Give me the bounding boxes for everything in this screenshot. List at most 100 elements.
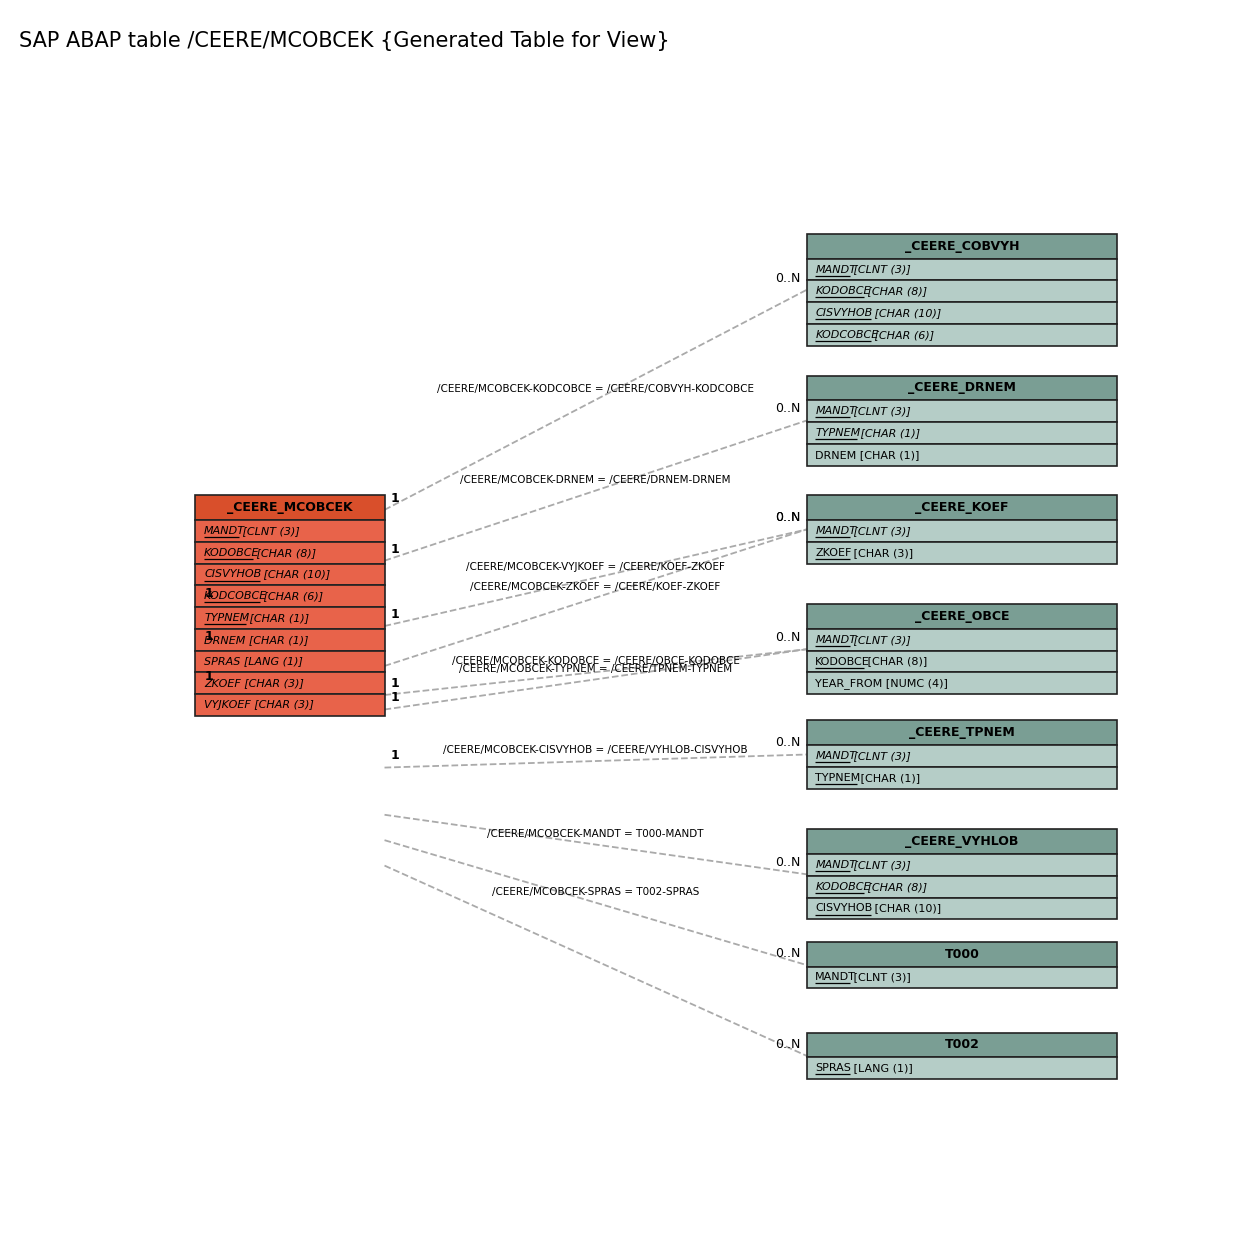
Text: ZKOEF: ZKOEF [815, 548, 851, 558]
Text: KODOBCE: KODOBCE [815, 882, 871, 892]
Text: MANDT: MANDT [815, 751, 856, 761]
Bar [806, 720, 1117, 745]
Text: MANDT: MANDT [204, 525, 245, 535]
Text: 0..N: 0..N [775, 512, 801, 524]
Text: [CHAR (8)]: [CHAR (8)] [253, 548, 316, 558]
Text: KODCOBCE: KODCOBCE [204, 591, 267, 601]
Text: T000: T000 [944, 948, 979, 961]
Text: MANDT: MANDT [815, 406, 856, 416]
Text: /CEERE/MCOBCEK-TYPNEM = /CEERE/TPNEM-TYPNEM: /CEERE/MCOBCEK-TYPNEM = /CEERE/TPNEM-TYP… [459, 663, 732, 673]
Bar [806, 423, 1117, 444]
Text: /CEERE/MCOBCEK-DRNEM = /CEERE/DRNEM-DRNEM: /CEERE/MCOBCEK-DRNEM = /CEERE/DRNEM-DRNE… [461, 475, 731, 485]
Text: 1: 1 [205, 587, 214, 599]
Bar [195, 672, 384, 695]
Text: [CHAR (6)]: [CHAR (6)] [260, 591, 323, 601]
Bar [806, 495, 1117, 520]
Bar [806, 745, 1117, 767]
Text: [CHAR (10)]: [CHAR (10)] [871, 903, 942, 913]
Text: DRNEM [CHAR (1)]: DRNEM [CHAR (1)] [204, 635, 308, 645]
Text: MANDT: MANDT [815, 635, 856, 645]
Bar [195, 695, 384, 716]
Text: [CHAR (3)]: [CHAR (3)] [850, 548, 914, 558]
Bar [806, 942, 1117, 967]
Text: [CLNT (3)]: [CLNT (3)] [850, 751, 911, 761]
Text: [CHAR (10)]: [CHAR (10)] [260, 569, 331, 579]
Bar [806, 672, 1117, 695]
Text: [CHAR (8)]: [CHAR (8)] [864, 882, 928, 892]
Bar [806, 400, 1117, 423]
Bar [806, 1032, 1117, 1057]
Text: [CLNT (3)]: [CLNT (3)] [850, 860, 911, 870]
Bar [806, 444, 1117, 465]
Bar [806, 967, 1117, 988]
Text: /CEERE/MCOBCEK-KODOBCE = /CEERE/OBCE-KODOBCE: /CEERE/MCOBCEK-KODOBCE = /CEERE/OBCE-KOD… [452, 656, 740, 666]
Bar [806, 1057, 1117, 1078]
Bar [806, 542, 1117, 563]
Bar [806, 604, 1117, 630]
Text: KODCOBCE: KODCOBCE [815, 330, 879, 340]
Text: [CHAR (1)]: [CHAR (1)] [858, 428, 920, 438]
Text: 0..N: 0..N [775, 512, 801, 524]
Text: MANDT: MANDT [815, 265, 856, 275]
Text: 0..N: 0..N [775, 403, 801, 415]
Bar [195, 586, 384, 607]
Text: _CEERE_DRNEM: _CEERE_DRNEM [908, 381, 1015, 394]
Text: YEAR_FROM [NUMC (4)]: YEAR_FROM [NUMC (4)] [815, 678, 948, 688]
Text: 1: 1 [391, 677, 399, 690]
Text: /CEERE/MCOBCEK-ZKOEF = /CEERE/KOEF-ZKOEF: /CEERE/MCOBCEK-ZKOEF = /CEERE/KOEF-ZKOEF [471, 582, 721, 592]
Text: _CEERE_KOEF: _CEERE_KOEF [915, 502, 1009, 514]
Bar [806, 258, 1117, 281]
Text: VYJKOEF [CHAR (3)]: VYJKOEF [CHAR (3)] [204, 700, 314, 710]
Text: 1: 1 [391, 691, 399, 705]
Text: [CLNT (3)]: [CLNT (3)] [850, 406, 911, 416]
Text: [LANG (1)]: [LANG (1)] [850, 1063, 913, 1073]
Text: _CEERE_OBCE: _CEERE_OBCE [915, 611, 1009, 623]
Bar [806, 875, 1117, 898]
Text: [CLNT (3)]: [CLNT (3)] [850, 265, 911, 275]
Text: [CLNT (3)]: [CLNT (3)] [239, 525, 299, 535]
Text: [CLNT (3)]: [CLNT (3)] [850, 972, 911, 982]
Text: TYPNEM: TYPNEM [815, 772, 860, 782]
Text: 1: 1 [205, 671, 214, 683]
Bar [806, 520, 1117, 542]
Text: 0..N: 0..N [775, 631, 801, 645]
Text: MANDT: MANDT [815, 972, 856, 982]
Text: [CHAR (10)]: [CHAR (10)] [871, 308, 942, 319]
Bar [806, 234, 1117, 258]
Text: [CHAR (8)]: [CHAR (8)] [864, 657, 928, 667]
Bar [806, 630, 1117, 651]
Text: _CEERE_VYHLOB: _CEERE_VYHLOB [905, 835, 1019, 848]
Text: /CEERE/MCOBCEK-VYJKOEF = /CEERE/KOEF-ZKOEF: /CEERE/MCOBCEK-VYJKOEF = /CEERE/KOEF-ZKO… [466, 562, 725, 572]
Text: T002: T002 [944, 1038, 979, 1051]
Text: 1: 1 [391, 492, 399, 505]
Text: /CEERE/MCOBCEK-SPRAS = T002-SPRAS: /CEERE/MCOBCEK-SPRAS = T002-SPRAS [492, 887, 700, 897]
Bar [806, 767, 1117, 789]
Text: _CEERE_COBVYH: _CEERE_COBVYH [905, 240, 1019, 253]
Bar [195, 630, 384, 651]
Text: [CHAR (6)]: [CHAR (6)] [871, 330, 934, 340]
Bar [195, 495, 384, 520]
Bar [806, 375, 1117, 400]
Text: 0..N: 0..N [775, 1038, 801, 1051]
Bar [806, 302, 1117, 324]
Bar [806, 324, 1117, 346]
Text: [CHAR (8)]: [CHAR (8)] [864, 286, 928, 296]
Text: KODOBCE: KODOBCE [815, 286, 871, 296]
Text: CISVYHOB: CISVYHOB [204, 569, 262, 579]
Bar [806, 829, 1117, 854]
Bar [195, 542, 384, 563]
Text: 0..N: 0..N [775, 272, 801, 285]
Bar [806, 651, 1117, 672]
Text: SAP ABAP table /CEERE/MCOBCEK {Generated Table for View}: SAP ABAP table /CEERE/MCOBCEK {Generated… [19, 31, 670, 51]
Text: SPRAS [LANG (1)]: SPRAS [LANG (1)] [204, 657, 303, 667]
Text: 1: 1 [391, 543, 399, 556]
Text: 0..N: 0..N [775, 947, 801, 961]
Text: 0..N: 0..N [775, 856, 801, 869]
Text: ZKOEF [CHAR (3)]: ZKOEF [CHAR (3)] [204, 678, 304, 688]
Text: MANDT: MANDT [815, 525, 856, 535]
Bar [195, 607, 384, 630]
Text: 1: 1 [391, 608, 399, 621]
Text: /CEERE/MCOBCEK-MANDT = T000-MANDT: /CEERE/MCOBCEK-MANDT = T000-MANDT [487, 829, 704, 839]
Bar [806, 898, 1117, 919]
Text: [CHAR (1)]: [CHAR (1)] [245, 613, 309, 623]
